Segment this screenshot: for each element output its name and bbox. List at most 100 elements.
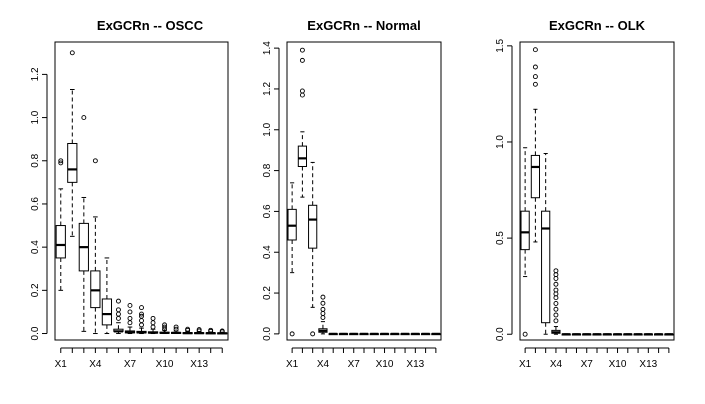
outlier-point — [115, 311, 121, 317]
box-X8 — [592, 333, 602, 336]
y-tick-label: 1.5 — [495, 38, 506, 52]
box-X8 — [359, 332, 369, 336]
outlier-point — [553, 268, 559, 274]
y-tick-label: 0.0 — [30, 326, 41, 340]
outlier-point — [532, 64, 538, 70]
x-tick-label: X13 — [406, 359, 424, 370]
box-X5 — [561, 333, 571, 336]
box-X15 — [217, 328, 228, 335]
box-X7 — [124, 302, 136, 335]
outlier-point — [150, 320, 156, 326]
outlier-point — [139, 313, 144, 319]
box-X14 — [205, 327, 216, 335]
box-iqr — [101, 298, 113, 326]
box-X13 — [410, 332, 420, 336]
box-X10 — [612, 333, 623, 336]
outlier-point — [532, 74, 538, 80]
box-X14 — [420, 332, 431, 336]
box-X3 — [78, 115, 89, 332]
outlier-point — [299, 92, 305, 98]
outlier-point — [196, 327, 202, 333]
box-X15 — [431, 332, 441, 336]
outlier-point — [553, 306, 559, 312]
outlier-point — [127, 302, 133, 308]
outlier-point — [115, 315, 121, 321]
outlier-point — [127, 309, 133, 315]
box-X1 — [287, 182, 297, 337]
panel-olk: ExGCRn -- OLK 0.0 0.5 1.0 1.5 X1 X4 X7 X10 X13 — [495, 18, 675, 370]
box-X12 — [400, 332, 410, 336]
box-X4 — [90, 158, 101, 335]
outlier-point — [173, 324, 179, 330]
outlier-point — [320, 306, 326, 312]
box-X9 — [602, 333, 612, 336]
box-X2 — [297, 47, 308, 198]
box-X12 — [182, 326, 193, 335]
box-X7 — [582, 333, 592, 336]
outlier-point — [532, 81, 538, 87]
box-X3 — [541, 153, 551, 335]
x-tick-label: X1 — [55, 359, 68, 370]
outlier-point — [81, 115, 87, 121]
outlier-point — [115, 298, 121, 304]
box-X2 — [530, 47, 541, 243]
box-X3 — [308, 161, 318, 337]
outlier-point — [139, 305, 144, 311]
box-iqr — [530, 154, 541, 199]
x-tick-label: X4 — [317, 359, 330, 370]
x-tick-label: X13 — [639, 359, 657, 370]
outlier-point — [553, 281, 559, 287]
x-tick-label: X7 — [348, 359, 361, 370]
x-tick-label: X1 — [519, 359, 532, 370]
box-X15 — [664, 333, 674, 336]
outlier-point — [310, 331, 316, 337]
outlier-point — [320, 311, 326, 316]
box-iqr — [67, 142, 78, 183]
outlier-point — [289, 331, 295, 337]
outlier-point — [139, 322, 144, 328]
outlier-point — [173, 326, 179, 332]
box-X11 — [390, 332, 400, 336]
plot-frame — [54, 41, 229, 341]
box-X11 — [623, 333, 633, 336]
box-X10 — [379, 332, 390, 336]
outlier-point — [532, 47, 538, 53]
y-tick-label: 0.0 — [495, 327, 506, 341]
x-tick-label: X7 — [124, 359, 137, 370]
outlier-point — [553, 287, 559, 293]
box-iqr — [541, 210, 551, 324]
box-X8 — [136, 305, 147, 335]
y-tick-label: 1.4 — [262, 41, 273, 55]
plot-frame — [519, 41, 675, 341]
box-X7 — [349, 332, 359, 336]
y-tick-label: 0.2 — [262, 286, 273, 300]
y-tick-label: 0.5 — [495, 231, 506, 245]
outlier-point — [58, 160, 64, 166]
y-tick-label: 0.0 — [262, 326, 273, 340]
box-X10 — [159, 322, 170, 335]
box-X14 — [653, 333, 664, 336]
panel-title: ExGCRn -- Normal — [307, 18, 420, 33]
outlier-point — [185, 326, 191, 332]
outlier-point — [522, 331, 528, 337]
box-X4 — [318, 294, 328, 335]
outlier-point — [299, 47, 305, 53]
panel-title: ExGCRn -- OSCC — [97, 18, 204, 33]
y-tick-label: 1.0 — [30, 110, 41, 124]
box-X4 — [551, 268, 561, 335]
outlier-point — [69, 50, 75, 56]
x-tick-label: X13 — [190, 359, 208, 370]
box-X6 — [113, 298, 124, 335]
outlier-point — [553, 312, 559, 318]
box-X5 — [101, 257, 113, 335]
y-tick-label: 0.4 — [262, 245, 273, 259]
x-tick-label: X4 — [550, 359, 563, 370]
y-tick-label: 1.0 — [262, 122, 273, 136]
x-tick-label: X1 — [286, 359, 299, 370]
x-tick-label: X10 — [609, 359, 627, 370]
outlier-point — [139, 311, 144, 317]
box-X11 — [170, 324, 182, 335]
outlier-point — [127, 320, 133, 326]
outlier-point — [208, 327, 214, 333]
outlier-point — [150, 324, 156, 330]
